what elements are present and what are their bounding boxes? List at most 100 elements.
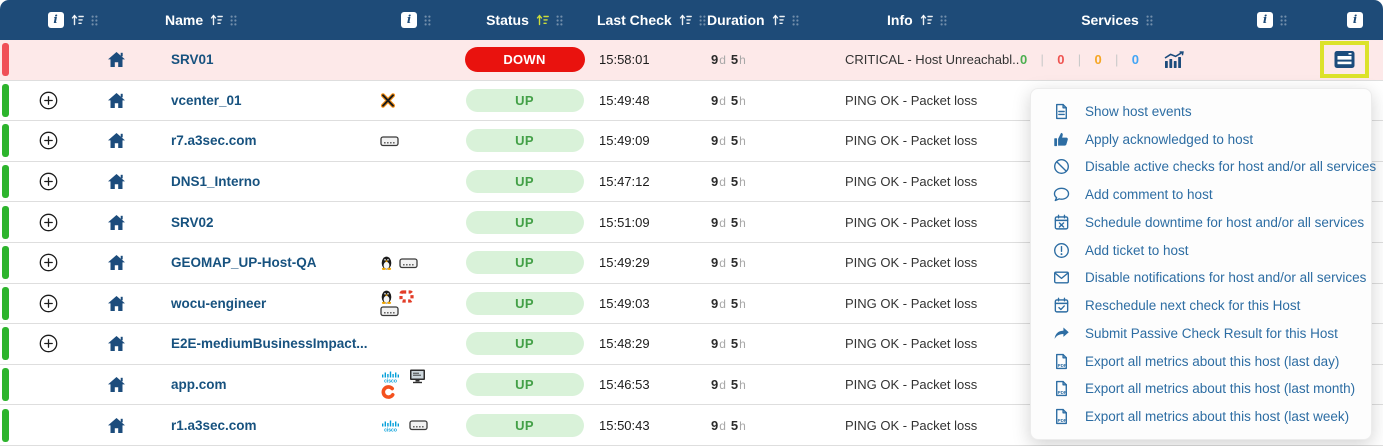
grip-icon[interactable] — [792, 15, 799, 26]
server-icon — [409, 419, 428, 431]
sort-icon-active[interactable] — [536, 14, 549, 26]
expand-icon[interactable] — [39, 131, 58, 150]
home-icon[interactable] — [107, 174, 125, 190]
device-icons-cell: cisco — [380, 369, 452, 400]
last-check-value: 15:48:29 — [599, 336, 650, 352]
status-badge: UP — [465, 291, 584, 315]
sort-icon[interactable] — [71, 14, 84, 26]
grip-icon[interactable] — [230, 15, 237, 26]
column-label-duration[interactable]: Duration — [707, 12, 765, 28]
host-name-link[interactable]: SRV02 — [171, 214, 214, 230]
info-text: PING OK - Packet loss — [845, 214, 978, 230]
host-name-link[interactable]: DNS1_Interno — [171, 174, 261, 190]
context-menu-item[interactable]: Reschedule next check for this Host — [1031, 297, 1371, 314]
context-menu-item-label: Disable notifications for host and/or al… — [1085, 270, 1367, 286]
service-count[interactable]: 0 — [1131, 52, 1139, 68]
expand-icon[interactable] — [39, 213, 58, 232]
column-label-info[interactable]: Info — [887, 12, 913, 28]
count-separator: | — [1040, 52, 1044, 68]
table-row[interactable]: SRV01 DOWN 15:58:01 9d 5h CRITICAL - Host Unr… — [0, 40, 1383, 81]
home-icon[interactable] — [107, 255, 125, 271]
svg-text:cisco: cisco — [384, 379, 397, 384]
grip-icon[interactable] — [699, 15, 706, 26]
host-name-link[interactable]: r1.a3sec.com — [171, 417, 257, 433]
duration-value: 9d 5h — [711, 295, 746, 311]
context-menu-item[interactable]: Add ticket to host — [1031, 242, 1371, 259]
grip-icon[interactable] — [940, 15, 947, 26]
host-name-link[interactable]: app.com — [171, 377, 227, 393]
grip-icon[interactable] — [424, 15, 431, 26]
expand-icon[interactable] — [39, 253, 58, 272]
home-cell — [87, 377, 145, 393]
context-menu-item[interactable]: Submit Passive Check Result for this Hos… — [1031, 325, 1371, 342]
home-icon[interactable] — [107, 214, 125, 230]
info-icon[interactable]: i — [401, 12, 417, 28]
context-menu-item[interactable]: PDF Export all metrics about this host (l… — [1031, 380, 1371, 397]
expand-icon[interactable] — [39, 294, 58, 313]
info-icon[interactable]: i — [1257, 12, 1273, 28]
info-icon[interactable]: i — [47, 12, 64, 28]
context-menu-item[interactable]: Disable notifications for host and/or al… — [1031, 269, 1371, 286]
grip-icon[interactable] — [556, 15, 563, 26]
context-menu-item[interactable]: Apply acknowledged to host — [1031, 131, 1371, 148]
home-icon[interactable] — [107, 377, 125, 393]
sort-icon[interactable] — [210, 14, 224, 26]
host-name-link[interactable]: wocu-engineer — [171, 295, 267, 311]
service-count[interactable]: 0 — [1094, 52, 1102, 68]
home-cell — [87, 336, 145, 352]
expand-icon[interactable] — [39, 172, 58, 191]
circle-exclamation-icon — [1053, 242, 1070, 259]
expand-icon[interactable] — [39, 91, 58, 110]
grip-icon[interactable] — [1146, 15, 1153, 26]
chart-icon[interactable] — [1163, 51, 1185, 69]
host-name-link[interactable]: vcenter_01 — [171, 92, 242, 108]
context-menu-item[interactable]: Disable active checks for host and/or al… — [1031, 158, 1376, 175]
home-icon[interactable] — [107, 417, 125, 433]
svg-text:PDF: PDF — [1058, 363, 1067, 368]
host-name-link[interactable]: r7.a3sec.com — [171, 133, 257, 149]
context-menu-item[interactable]: PDF Export all metrics about this host (l… — [1031, 353, 1371, 370]
last-check-value: 15:51:09 — [599, 214, 650, 230]
home-icon[interactable] — [107, 295, 125, 311]
duration-value: 9d 5h — [711, 174, 746, 190]
service-count[interactable]: 0 — [1020, 52, 1028, 68]
svg-text:PDF: PDF — [1058, 390, 1067, 395]
context-menu-item[interactable]: PDF Export all metrics about this host (l… — [1031, 408, 1371, 425]
context-menu-item-label: Export all metrics about this host (last… — [1085, 381, 1356, 397]
sort-icon[interactable] — [920, 14, 933, 26]
last-check-value: 15:50:43 — [599, 417, 650, 433]
sort-icon[interactable] — [679, 14, 692, 26]
count-separator: | — [1077, 52, 1082, 68]
info-icon[interactable]: i — [1347, 12, 1363, 28]
column-label-services[interactable]: Services — [1081, 12, 1139, 28]
host-name-link[interactable]: SRV01 — [171, 52, 214, 68]
home-icon[interactable] — [107, 336, 125, 352]
column-label-name[interactable]: Name — [165, 12, 204, 28]
duration-value: 9d 5h — [711, 255, 746, 271]
info-text: PING OK - Packet loss — [845, 336, 978, 352]
expand-icon[interactable] — [39, 334, 58, 353]
duration-value: 9d 5h — [711, 133, 746, 149]
tux-icon — [380, 255, 393, 271]
grip-icon[interactable] — [91, 15, 98, 26]
service-count[interactable]: 0 — [1057, 52, 1065, 68]
host-name-link[interactable]: GEOMAP_UP-Host-QA — [171, 255, 317, 271]
column-label-last-check[interactable]: Last Check — [597, 12, 672, 28]
header-cell-graphs: i — [1217, 12, 1327, 28]
actions-cell — [1305, 41, 1383, 79]
table-header: i Name i Status Last Check Duration — [0, 0, 1383, 40]
home-icon[interactable] — [107, 133, 125, 149]
home-icon[interactable] — [107, 92, 125, 108]
last-check-value: 15:49:03 — [599, 295, 650, 311]
home-icon[interactable] — [107, 52, 125, 68]
context-menu-item[interactable]: Add comment to host — [1031, 186, 1371, 203]
header-cell-actions: i — [1327, 12, 1383, 28]
context-menu-item[interactable]: Show host events — [1031, 103, 1371, 120]
context-menu-item[interactable]: Schedule downtime for host and/or all se… — [1031, 214, 1371, 231]
sort-icon[interactable] — [772, 14, 785, 26]
grip-icon[interactable] — [1280, 15, 1287, 26]
host-name-link[interactable]: E2E-mediumBusinessImpact... — [171, 336, 368, 352]
actions-menu-icon[interactable] — [1334, 50, 1355, 69]
column-label-status[interactable]: Status — [486, 12, 529, 28]
